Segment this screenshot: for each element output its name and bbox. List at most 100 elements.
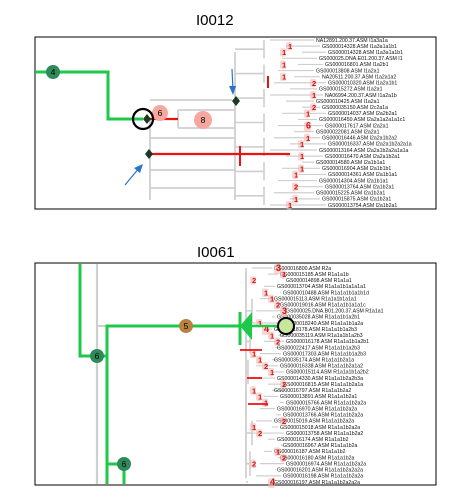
grey-branches-i0061	[95, 264, 240, 484]
highlight-circle-i0061	[277, 317, 295, 335]
leaf-label: GS000022417.ASM R1a1a1b1a2b3	[277, 345, 360, 351]
leaf-label: GS000016797.ASM R1a1a1b2a2	[274, 388, 351, 394]
mutation-count-bg	[286, 201, 292, 210]
mutation-count: 1	[282, 48, 286, 57]
svg-text:6: 6	[122, 459, 127, 469]
leaf-label: GS000014304.ASM I2a1b1a1	[319, 178, 388, 184]
leaf-label: GS000015272.ASM I1a2a1	[319, 87, 383, 93]
mutation-count: 1	[306, 109, 310, 118]
leaf-label: GS000025.DNA.B01.200.37.ASM R1a1a1	[286, 309, 384, 315]
mutation-count: 2	[252, 276, 256, 285]
leaf-label: GS000010320.ASM I1a2a1b1	[328, 81, 397, 87]
leaf-label: GS000025.DNA.E01.200.37.ASM I1	[319, 56, 403, 62]
mutation-count-bg	[280, 380, 286, 389]
leaf-label: GS000016197.ASM R1a1a1b2a2a2a	[274, 480, 360, 486]
mutation-count-bg	[262, 361, 268, 371]
mutation-count: 2	[276, 301, 280, 310]
mutation-count: 1	[288, 201, 292, 210]
mutation-count-bg	[250, 349, 256, 359]
leaf-label: GS000013704.ASM R1a1a1b1a1a1a1	[277, 284, 366, 290]
mutation-count-bg	[250, 276, 256, 285]
mutation-count-bg	[256, 355, 262, 365]
leaf-label: GS000013164.ASM I2a2a1b2a2a1a1a	[319, 148, 409, 154]
leaf-label: GS000015766.ASM R1a1a1b2a2a	[286, 400, 366, 406]
svg-text:6: 6	[95, 351, 100, 361]
mutation-count: 1	[258, 319, 262, 328]
green-fan-i0061	[240, 312, 252, 340]
mutation-count-bg	[298, 139, 304, 149]
mutation-count: 2	[282, 454, 286, 463]
panel-leaf-labels-i0012: NA12891.200.37.ASM I1a3a1a GS000014328.AS…	[316, 38, 412, 209]
svg-text:6: 6	[158, 108, 163, 118]
leaf-label: GS000018240.ASM R1a1a1b1a2a	[283, 321, 363, 327]
mutation-count: 2	[282, 380, 286, 389]
mutation-count-bg	[268, 367, 274, 377]
leaf-label: GS000014898.ASM R1a1a1	[286, 278, 352, 284]
highlight-circle-i0012	[131, 107, 155, 131]
leaf-label: GS000016174.ASM R1a1a1b2	[277, 437, 349, 443]
panel-tree-i0012	[149, 39, 326, 206]
leaf-label: GS000013754.ASM I2a1b2a1	[328, 203, 397, 209]
leaf-label: GS000016974.ASM R1a1a1b2a2a	[286, 461, 366, 467]
svg-text:8: 8	[201, 115, 206, 125]
panel-title-i0012: I0012	[196, 12, 234, 29]
red-branches-i0012	[150, 76, 290, 166]
leaf-label: GS000017617.ASM I2a2a1	[325, 123, 389, 129]
leaf-label: GS000016198.ASM R1a1a1b2a2a	[283, 474, 363, 480]
leaf-label: GS000015018.ASM R1a1a1b2a2a	[280, 425, 360, 431]
leaf-label: GS000035150.ASM I2c2a1a	[322, 105, 388, 111]
leaf-label: GS000014361.ASM I2a1b1a1	[328, 172, 397, 178]
mutation-count-bg	[280, 416, 286, 426]
svg-text:4: 4	[51, 67, 56, 77]
leaf-label: GS000016800.ASM R2a	[274, 266, 331, 272]
mutation-count-bg	[256, 429, 262, 438]
arrow-icon	[229, 68, 236, 95]
mutation-count: 1	[252, 350, 256, 359]
mutation-count: 1	[300, 140, 304, 149]
mutation-count-bg	[310, 91, 316, 100]
mutation-count-bg	[262, 288, 268, 297]
mutation-count: 1	[252, 423, 256, 432]
mutation-count: 1	[294, 170, 298, 179]
mutation-count-bg	[298, 152, 304, 161]
mutation-count: 1	[300, 164, 304, 173]
leaf-label: GS000016201.ASM R1a1a1b2a2a2a	[277, 468, 363, 474]
ancestral-path-i0012	[36, 70, 143, 121]
leaf-label: GS000016338.ASM R1a1a1b2a1a2	[280, 364, 363, 370]
leaf-label: GS000010488.ASM R1a1a1b1a1b1d	[283, 290, 369, 296]
leaf-label: GS000016470.ASM I2a2a1b2a1	[325, 154, 400, 160]
panel-frame-i0012	[34, 36, 437, 210]
leaf-label: GS000013808.ASM I1a2a1	[316, 68, 380, 74]
leaf-label: GS000013766.ASM R1a1a1b2a2a	[283, 413, 363, 419]
mutation-count: 2	[264, 362, 268, 371]
mutation-count: 1	[282, 270, 286, 279]
leaf-label: GS000016967.ASM R1a1a1b2a	[283, 443, 358, 449]
panel-title-i0061: I0061	[197, 244, 235, 261]
split-nodes-i0012	[143, 96, 240, 159]
mutation-count: 4	[264, 324, 269, 334]
mutation-count: 1	[258, 392, 262, 401]
leaf-label: GS000010425.ASM I1a2a1	[316, 99, 380, 105]
mutation-count: 1	[288, 42, 292, 51]
svg-text:5: 5	[184, 321, 189, 331]
mutation-count: 2	[258, 429, 262, 438]
mutation-count-bg	[304, 133, 310, 143]
leaf-label: GS000013758.ASM R1a1a1b2a2	[286, 431, 363, 437]
mutation-count-bg	[274, 447, 280, 456]
leaf-label: GS000018178.ASM R1a1a1b1a2b3	[274, 327, 357, 333]
leaf-label: NA06994.200.37.ASM I1a2a1b	[325, 93, 397, 99]
node-label-6: 6	[90, 349, 104, 363]
node-label-6-lower: 6	[117, 457, 131, 471]
mutation-count-bg	[250, 422, 256, 432]
leaf-label: GS000016815.ASM R1a1a1b2a1a	[283, 382, 363, 388]
mutation-count-bg	[262, 325, 270, 336]
leaf-label: GS000015225.ASM I2a1b2a1	[316, 191, 385, 197]
leaf-label: GS000015114.ASM R1a1a1b1a2b2	[286, 370, 369, 376]
leaf-label: NA12891.200.37.ASM I1a3a1a	[316, 38, 388, 44]
leaf-label: GS000014328.ASM I1a3a1a1b1	[328, 50, 403, 56]
mutation-count-bg	[268, 294, 274, 304]
leaf-label: GS000015019.ASM R1a1a1b2a2a	[274, 419, 354, 425]
leaf-label: GS000014037.ASM I2a2b2a1	[328, 111, 397, 117]
leaf-label: GS000015875.ASM I2a1b2a1	[322, 197, 391, 203]
